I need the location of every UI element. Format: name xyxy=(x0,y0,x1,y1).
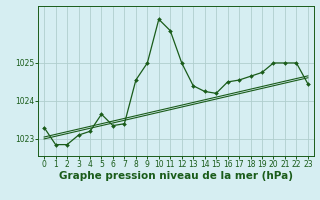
X-axis label: Graphe pression niveau de la mer (hPa): Graphe pression niveau de la mer (hPa) xyxy=(59,171,293,181)
